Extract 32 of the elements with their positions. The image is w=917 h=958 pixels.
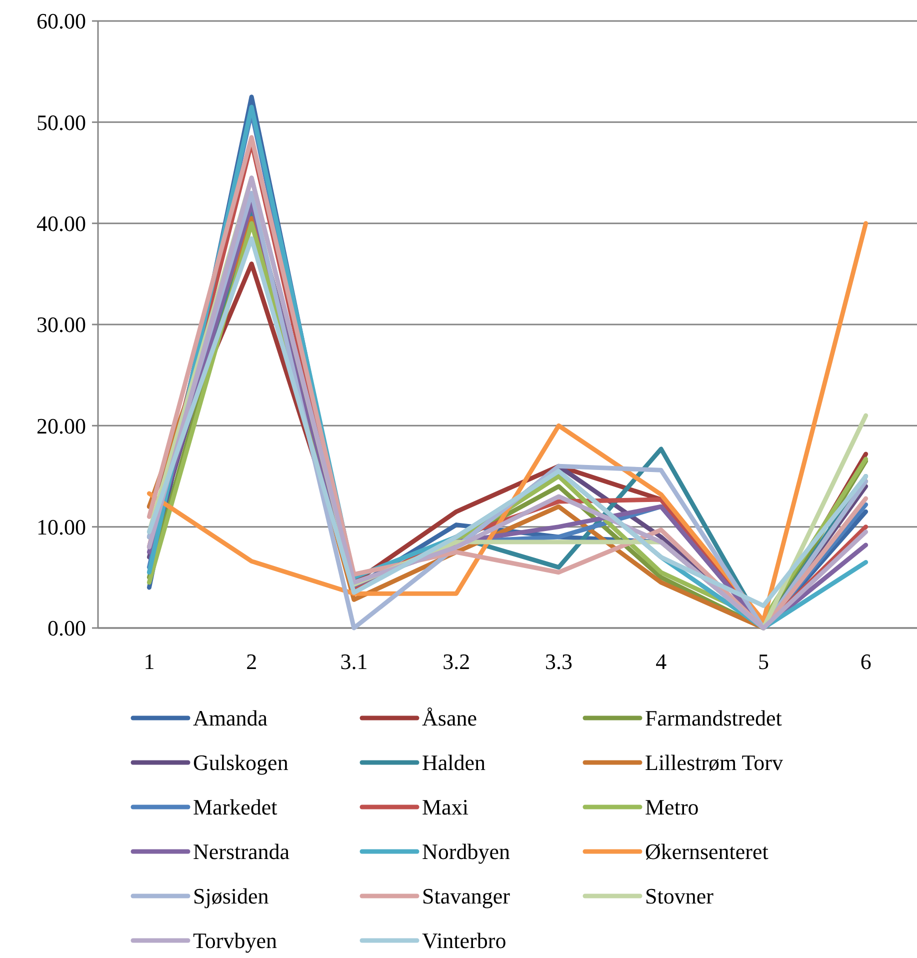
- y-tick-label: 60.00: [36, 8, 86, 34]
- x-tick-label: 3.1: [340, 649, 368, 674]
- legend-label: Maxi: [422, 794, 468, 820]
- x-tick-label: 4: [656, 649, 667, 674]
- x-tick-label: 3.2: [442, 649, 470, 674]
- x-tick-label: 2: [246, 649, 258, 674]
- legend-label: Vinterbro: [422, 928, 506, 954]
- y-tick-label: 10.00: [36, 514, 86, 540]
- y-tick-label: 20.00: [36, 413, 86, 438]
- legend-label: Sjøsiden: [193, 884, 269, 909]
- legend-label: Halden: [422, 750, 486, 776]
- legend-label: Åsane: [422, 706, 477, 731]
- legend-label: Stovner: [645, 884, 714, 909]
- legend-label: Lillestrøm Torv: [645, 750, 783, 776]
- x-tick-label: 3.3: [544, 649, 572, 674]
- x-tick-label: 1: [144, 649, 155, 674]
- legend-label: Økernsenteret: [645, 839, 768, 864]
- x-tick-label: 6: [860, 649, 872, 674]
- y-tick-label: 30.00: [36, 312, 86, 338]
- y-tick-label: 40.00: [36, 211, 86, 236]
- y-tick-label: 50.00: [36, 110, 86, 135]
- legend-label: Metro: [645, 794, 699, 820]
- legend-label: Nerstranda: [193, 839, 290, 864]
- x-tick-label: 5: [758, 649, 769, 674]
- legend-label: Markedet: [193, 794, 278, 820]
- legend-label: Amanda: [193, 706, 268, 731]
- legend-label: Nordbyen: [422, 839, 510, 864]
- legend-label: Gulskogen: [193, 750, 288, 776]
- legend-label: Farmandstredet: [645, 706, 782, 731]
- y-tick-label: 0.00: [48, 616, 86, 641]
- legend-label: Stavanger: [422, 884, 511, 909]
- legend-label: Torvbyen: [193, 928, 277, 954]
